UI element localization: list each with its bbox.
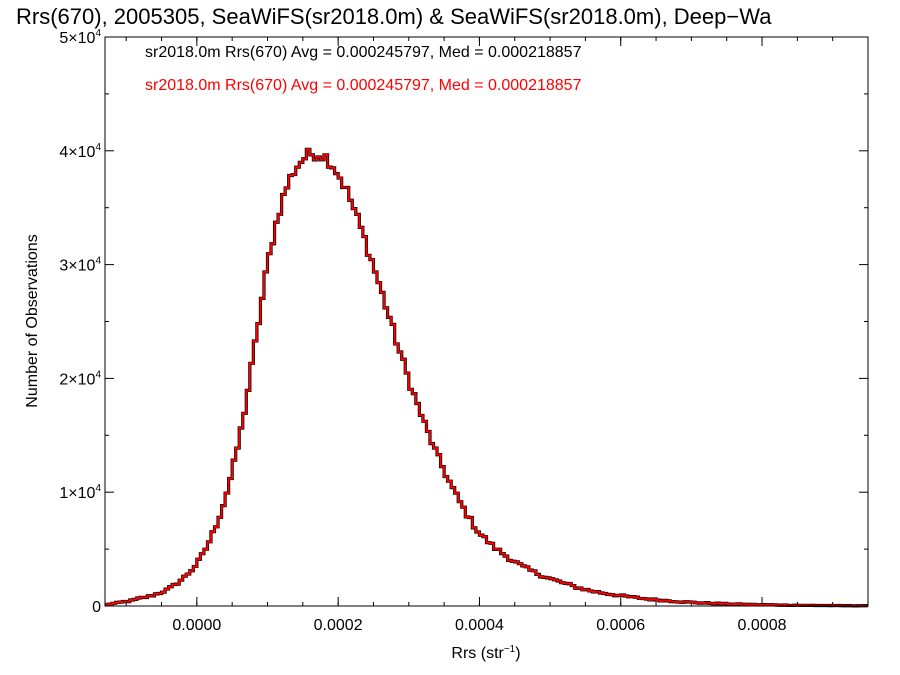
x-axis-label-base: Rrs (str: [451, 645, 504, 662]
x-tick-label: 0.0000: [172, 617, 221, 634]
tick-layer: 0.0000 0.0002 0.0004 0.0006 0.000801×1042×10…: [59, 28, 868, 634]
series-layer: [105, 147, 868, 608]
x-axis-label-exponent: −1: [504, 644, 516, 655]
y-tick-label-base: 4×10: [59, 144, 95, 161]
y-tick-label-base: 5×10: [59, 30, 95, 47]
y-tick-label: 4×104: [59, 142, 101, 161]
x-tick-label: 0.0004: [455, 617, 504, 634]
y-tick-label-exponent: 4: [95, 256, 101, 267]
y-tick-label: 0: [92, 599, 101, 616]
x-axis-label-close: ): [515, 645, 520, 662]
y-tick-label-base: 2×10: [59, 371, 95, 388]
stats-annotation-black: sr2018.0m Rrs(670) Avg = 0.000245797, Me…: [145, 44, 582, 61]
histogram-series-red: [105, 148, 868, 607]
stats-annotation-red: sr2018.0m Rrs(670) Avg = 0.000245797, Me…: [145, 77, 582, 94]
y-tick-label-base: 0: [92, 599, 101, 616]
x-tick-label: 0.0008: [738, 617, 787, 634]
x-axis-label: Rrs (str−1): [451, 644, 520, 662]
y-tick-label-exponent: 4: [95, 28, 101, 39]
y-tick-label: 5×104: [59, 28, 101, 47]
y-axis-label: Number of Observations: [24, 234, 41, 407]
x-tick-label: 0.0006: [596, 617, 645, 634]
y-tick-label: 3×104: [59, 256, 101, 275]
y-tick-label: 1×104: [59, 483, 101, 502]
y-tick-label-exponent: 4: [95, 142, 101, 153]
x-tick-label: 0.0002: [314, 617, 363, 634]
y-tick-label: 2×104: [59, 369, 101, 388]
y-tick-label-exponent: 4: [95, 483, 101, 494]
y-tick-label-exponent: 4: [95, 369, 101, 380]
plot-frame: [104, 36, 869, 607]
y-tick-label-base: 3×10: [59, 258, 95, 275]
chart-title: Rrs(670), 2005305, SeaWiFS(sr2018.0m) & …: [16, 4, 772, 29]
y-tick-label-base: 1×10: [59, 485, 95, 502]
